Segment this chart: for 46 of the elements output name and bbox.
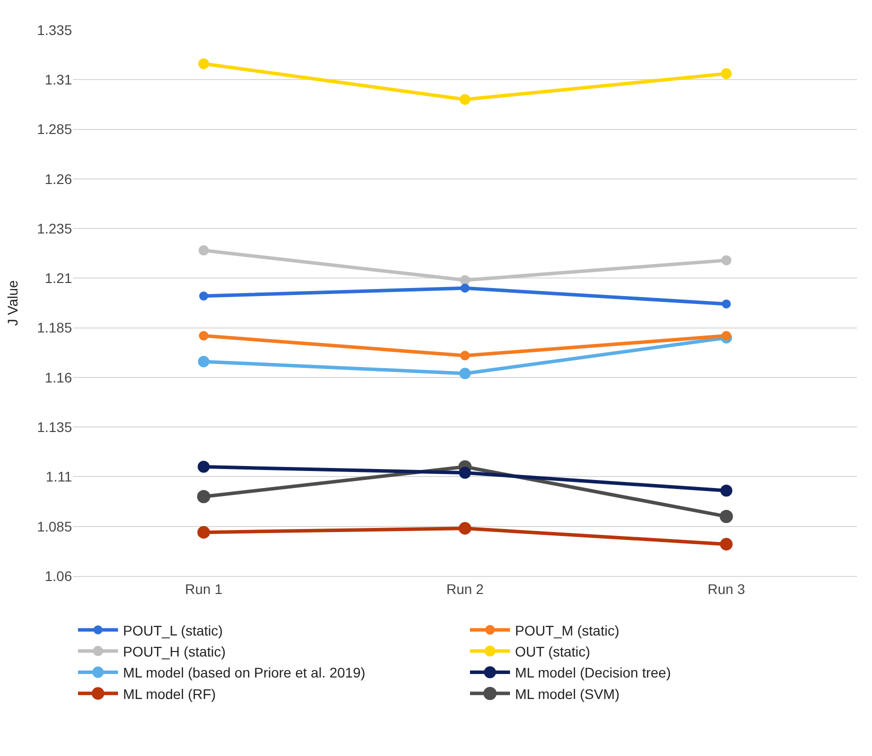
legend-label: POUT_M (static): [515, 622, 620, 638]
legend-label: ML model (SVM): [515, 686, 620, 702]
point: [197, 490, 210, 504]
point: [720, 538, 733, 551]
point: [197, 526, 210, 539]
point: [458, 522, 472, 535]
point: [720, 68, 732, 80]
point: [199, 292, 208, 301]
y-tick-label: 1.21: [44, 270, 72, 286]
y-tick-label: 1.16: [44, 369, 72, 386]
point: [722, 330, 732, 341]
y-tick-label: 1.11: [46, 468, 72, 485]
legend-label: OUT (static): [515, 643, 590, 660]
legend-label: ML model (Decision tree): [515, 664, 671, 681]
legend-label: POUT_L (static): [123, 622, 223, 638]
legend-label: ML model (RF): [123, 686, 216, 702]
point: [721, 255, 732, 266]
y-tick-label: 1.135: [36, 418, 72, 435]
y-tick-label: 1.285: [36, 121, 72, 138]
x-tick-label: Run 2: [446, 580, 484, 597]
y-axis-title: J Value: [4, 280, 21, 326]
point: [198, 245, 209, 256]
y-tick-label: 1.185: [36, 320, 72, 336]
legend-label: POUT_H (static): [123, 643, 226, 660]
point: [198, 356, 210, 368]
point: [720, 510, 733, 524]
x-tick-label: Run 3: [708, 580, 746, 597]
point: [198, 460, 210, 473]
legend-label: ML model (based on Priore et al. 2019): [123, 664, 366, 681]
point: [459, 368, 471, 380]
point: [459, 466, 471, 479]
point: [460, 94, 470, 105]
point: [460, 284, 470, 293]
y-tick-label: 1.06: [44, 568, 72, 584]
y-tick-label: 1.26: [44, 170, 72, 187]
y-tick-label: 1.085: [36, 518, 72, 534]
y-tick-label: 1.31: [44, 72, 72, 88]
point: [198, 58, 210, 70]
point: [722, 299, 731, 308]
point: [720, 484, 732, 497]
point: [460, 350, 470, 360]
point: [198, 330, 208, 341]
y-tick-label: 1.235: [36, 220, 72, 236]
x-tick-label: Run 1: [184, 580, 223, 597]
y-tick-label: 1.335: [36, 22, 72, 38]
point: [460, 275, 470, 286]
